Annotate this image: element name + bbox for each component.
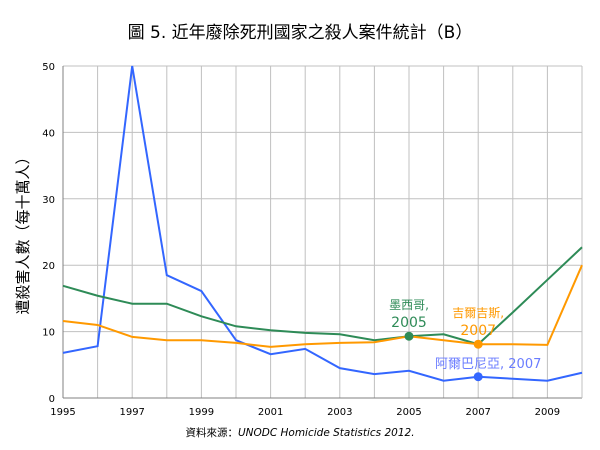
y-tick-label: 50	[42, 62, 55, 73]
source-text: UNODC Homicide Statistics 2012.	[237, 427, 415, 439]
series-line-墨西哥	[62, 246, 583, 346]
annotation-label: 阿爾巴尼亞, 2007	[435, 357, 541, 372]
x-tick-label: 2005	[396, 407, 421, 418]
y-tick-label: 30	[42, 195, 55, 206]
series-line-阿爾巴尼亞	[62, 65, 583, 382]
x-tick-label: 2009	[535, 407, 560, 418]
y-tick-label: 10	[42, 328, 55, 339]
annotation-year: 2007	[460, 323, 496, 339]
annotation-year: 2005	[391, 315, 427, 331]
y-tick-label: 40	[42, 128, 55, 139]
series-line-吉爾吉斯	[62, 264, 583, 348]
x-tick-label: 1997	[119, 407, 144, 418]
chart-title: 圖 5. 近年廢除死刑國家之殺人案件統計（B）	[127, 23, 473, 43]
annotation-marker	[473, 339, 483, 349]
y-axis-label: 遭殺害人數（每十萬人）	[14, 149, 32, 314]
x-tick-label: 2001	[258, 407, 283, 418]
x-tick-label: 1999	[189, 407, 214, 418]
x-tick-label: 1995	[50, 407, 75, 418]
y-tick-label: 20	[42, 261, 55, 272]
annotation-label: 吉爾吉斯,	[452, 306, 504, 320]
annotation-label: 墨西哥,	[389, 298, 429, 312]
source-label: 資料來源：	[185, 427, 238, 439]
y-tick-label: 0	[49, 394, 55, 405]
annotation-marker	[404, 331, 414, 341]
source-note: 資料來源：UNODC Homicide Statistics 2012.	[0, 425, 600, 440]
x-tick-label: 2007	[465, 407, 490, 418]
annotation-marker	[473, 372, 483, 382]
x-tick-label: 2003	[327, 407, 352, 418]
